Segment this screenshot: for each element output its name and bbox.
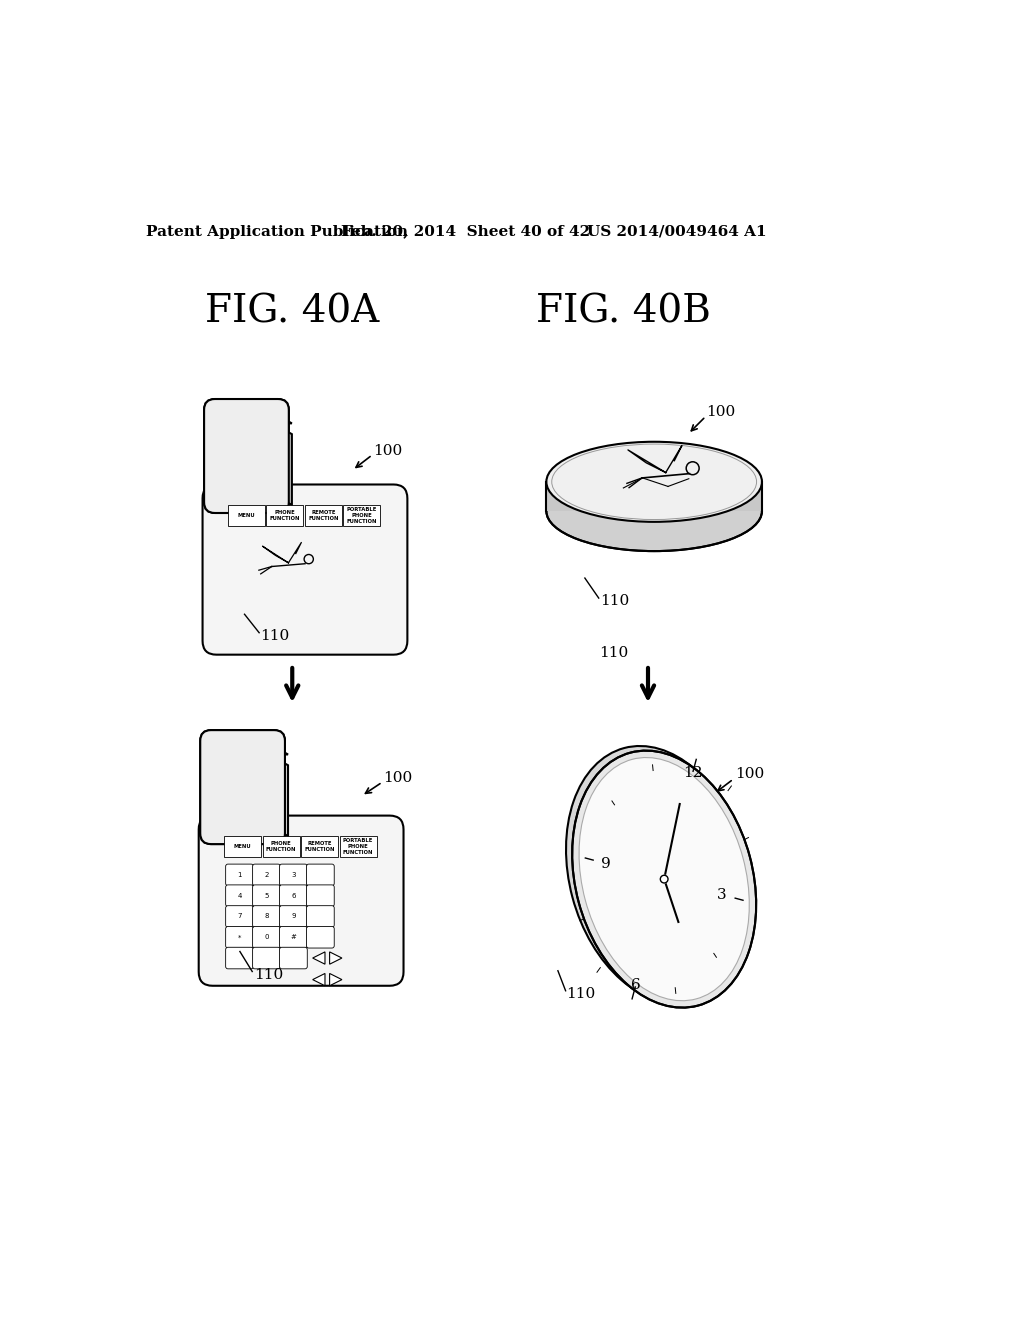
Text: US 2014/0049464 A1: US 2014/0049464 A1 <box>588 224 767 239</box>
FancyBboxPatch shape <box>225 884 253 907</box>
Text: 110: 110 <box>254 968 283 982</box>
FancyBboxPatch shape <box>306 865 334 886</box>
Polygon shape <box>226 829 400 843</box>
Polygon shape <box>262 836 300 857</box>
Text: 4: 4 <box>238 892 242 899</box>
FancyBboxPatch shape <box>306 884 334 907</box>
Polygon shape <box>222 741 288 755</box>
Text: REMOTE
FUNCTION: REMOTE FUNCTION <box>304 841 335 851</box>
Polygon shape <box>330 973 342 986</box>
FancyBboxPatch shape <box>201 730 285 843</box>
FancyBboxPatch shape <box>253 884 281 907</box>
Text: 6: 6 <box>631 978 641 993</box>
FancyBboxPatch shape <box>225 948 253 969</box>
Polygon shape <box>305 504 342 527</box>
FancyBboxPatch shape <box>306 927 334 948</box>
Text: PHONE
FUNCTION: PHONE FUNCTION <box>266 841 296 851</box>
Circle shape <box>660 875 668 883</box>
FancyBboxPatch shape <box>253 948 281 969</box>
Text: 1: 1 <box>238 873 242 878</box>
Polygon shape <box>340 836 377 857</box>
FancyBboxPatch shape <box>280 865 307 886</box>
Text: PORTABLE
PHONE
FUNCTION: PORTABLE PHONE FUNCTION <box>347 507 377 524</box>
Text: PHONE
FUNCTION: PHONE FUNCTION <box>269 510 300 520</box>
Text: 9: 9 <box>601 857 611 871</box>
Text: Patent Application Publication: Patent Application Publication <box>145 224 408 239</box>
FancyBboxPatch shape <box>280 884 307 907</box>
FancyBboxPatch shape <box>225 906 253 927</box>
Polygon shape <box>380 512 404 640</box>
Text: #: # <box>291 935 296 940</box>
FancyBboxPatch shape <box>203 484 408 655</box>
Text: 100: 100 <box>707 405 736 420</box>
Text: 3: 3 <box>291 873 296 878</box>
Polygon shape <box>224 836 261 857</box>
FancyBboxPatch shape <box>204 399 289 513</box>
Polygon shape <box>230 499 404 512</box>
Text: 100: 100 <box>735 767 764 781</box>
Text: 110: 110 <box>599 645 628 660</box>
Ellipse shape <box>547 442 762 521</box>
Text: FIG. 40A: FIG. 40A <box>205 294 379 331</box>
FancyBboxPatch shape <box>204 399 289 513</box>
FancyBboxPatch shape <box>280 948 307 969</box>
Polygon shape <box>547 482 762 511</box>
FancyBboxPatch shape <box>225 927 253 948</box>
Text: 5: 5 <box>264 892 268 899</box>
Polygon shape <box>376 843 400 972</box>
Text: Feb. 20, 2014  Sheet 40 of 42: Feb. 20, 2014 Sheet 40 of 42 <box>341 224 590 239</box>
Text: 0: 0 <box>264 935 268 940</box>
FancyBboxPatch shape <box>280 906 307 927</box>
FancyBboxPatch shape <box>306 906 334 927</box>
Text: 110: 110 <box>566 987 596 1001</box>
Polygon shape <box>312 973 325 986</box>
Text: 100: 100 <box>383 771 413 785</box>
Text: *: * <box>238 935 242 940</box>
FancyBboxPatch shape <box>225 865 253 886</box>
Text: MENU: MENU <box>233 843 252 849</box>
Text: 9: 9 <box>291 913 296 920</box>
Polygon shape <box>312 952 325 964</box>
Text: 8: 8 <box>264 913 268 920</box>
FancyBboxPatch shape <box>280 927 307 948</box>
Text: 3: 3 <box>718 887 727 902</box>
Text: FIG. 40B: FIG. 40B <box>536 294 711 331</box>
Polygon shape <box>263 751 288 836</box>
Text: 110: 110 <box>260 628 289 643</box>
Ellipse shape <box>547 471 762 552</box>
Text: 100: 100 <box>373 444 402 458</box>
Text: 110: 110 <box>600 594 630 609</box>
Text: 2: 2 <box>264 873 268 878</box>
FancyBboxPatch shape <box>253 927 281 948</box>
Text: MENU: MENU <box>238 512 255 517</box>
Polygon shape <box>267 421 292 506</box>
FancyBboxPatch shape <box>253 865 281 886</box>
Text: REMOTE
FUNCTION: REMOTE FUNCTION <box>308 510 339 520</box>
Ellipse shape <box>566 746 750 1003</box>
Polygon shape <box>225 409 292 424</box>
Text: 7: 7 <box>238 913 242 920</box>
Text: 12: 12 <box>683 766 702 780</box>
Polygon shape <box>228 504 265 527</box>
Text: 6: 6 <box>291 892 296 899</box>
Polygon shape <box>343 504 381 527</box>
FancyBboxPatch shape <box>199 816 403 986</box>
Text: PORTABLE
PHONE
FUNCTION: PORTABLE PHONE FUNCTION <box>343 838 374 854</box>
Polygon shape <box>301 836 338 857</box>
Ellipse shape <box>579 758 750 1001</box>
Polygon shape <box>266 504 303 527</box>
Polygon shape <box>330 952 342 964</box>
FancyBboxPatch shape <box>201 730 285 843</box>
Ellipse shape <box>572 751 756 1007</box>
FancyBboxPatch shape <box>253 906 281 927</box>
